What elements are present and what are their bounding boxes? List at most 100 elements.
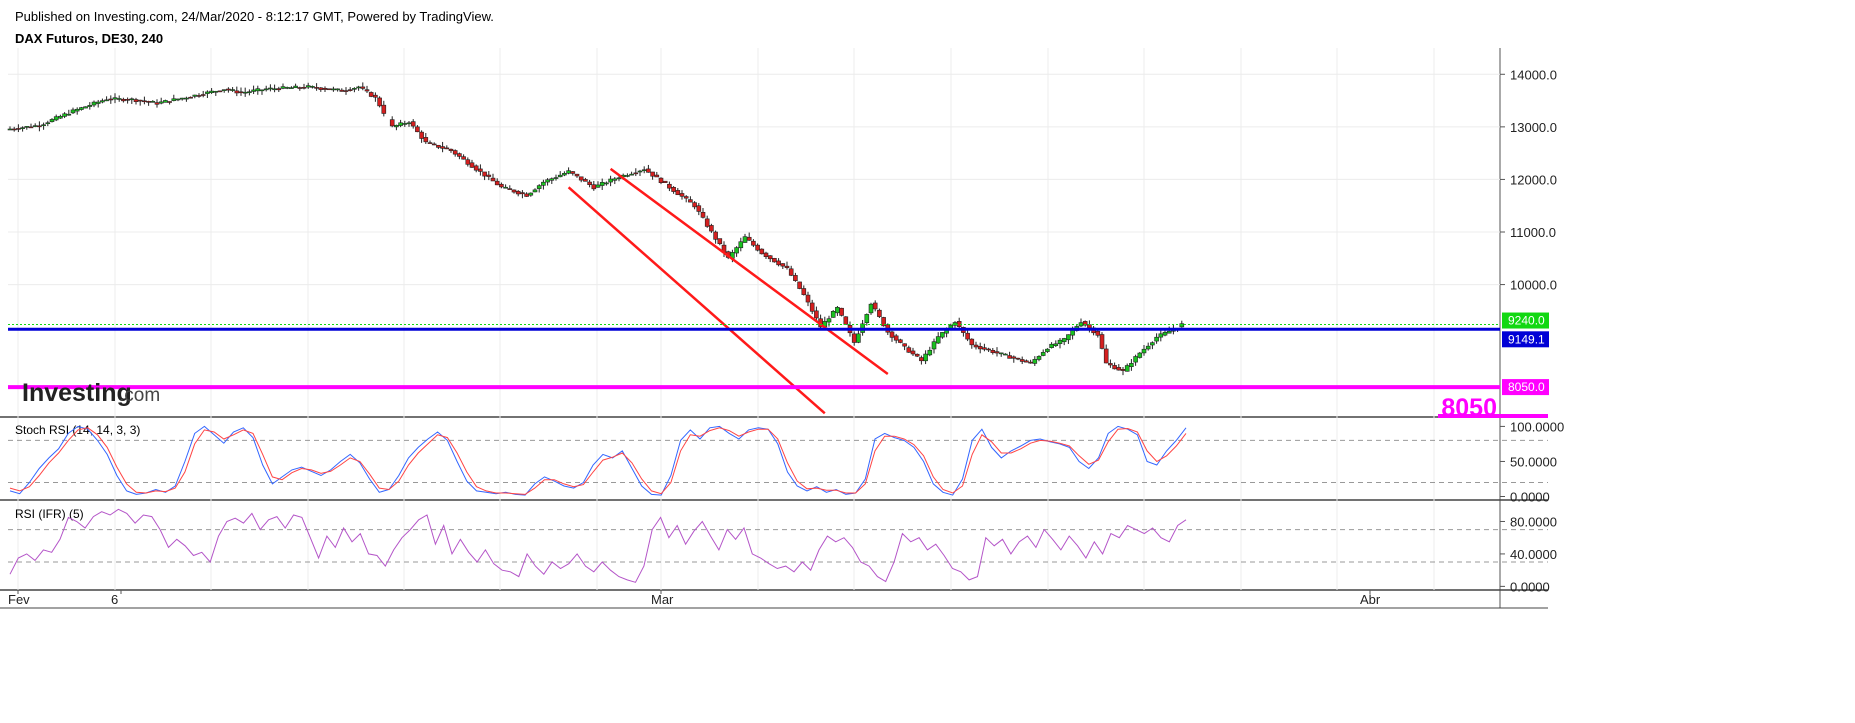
candle xyxy=(767,255,773,263)
candle-body xyxy=(994,351,1000,354)
candle xyxy=(20,126,25,132)
candle xyxy=(1057,337,1063,349)
price-tick-label: 10000.0 xyxy=(1510,278,1557,293)
candle xyxy=(343,87,349,95)
symbol-title: DAX Futuros, DE30, 240 xyxy=(15,31,164,46)
candle xyxy=(566,167,571,175)
candle xyxy=(356,85,361,91)
candle xyxy=(217,90,223,93)
trend-channel[interactable] xyxy=(567,167,889,415)
candle xyxy=(919,355,924,365)
candle xyxy=(809,299,815,315)
candle-body xyxy=(1162,331,1168,336)
rsi-panel[interactable]: RSI (IFR) (5) 80.0000 40.0000 0.0000 xyxy=(8,507,1557,594)
tick-label: 40.0000 xyxy=(1510,547,1557,562)
candle xyxy=(108,95,114,104)
candle xyxy=(137,99,143,106)
candle-body xyxy=(675,190,681,196)
candle xyxy=(788,265,794,277)
channel-lower-line[interactable] xyxy=(567,186,826,415)
candle-body xyxy=(662,180,668,183)
candle xyxy=(662,180,668,183)
candle-body xyxy=(209,90,214,93)
time-axis[interactable]: Fev 6 Mar Abr xyxy=(8,590,1381,607)
candle xyxy=(763,251,769,260)
candle xyxy=(1049,342,1054,349)
candle-body xyxy=(835,307,840,314)
candle xyxy=(259,89,265,95)
candle-body xyxy=(368,92,374,97)
candle-body xyxy=(230,89,235,91)
candle xyxy=(797,281,802,290)
candle xyxy=(247,89,252,96)
candle-body xyxy=(767,255,773,260)
candle-body xyxy=(902,343,907,347)
candle-body xyxy=(814,310,819,319)
horizontal-levels[interactable] xyxy=(8,324,1548,418)
candle xyxy=(872,300,878,312)
candle-body xyxy=(70,109,76,114)
candle-body xyxy=(536,185,542,189)
candle-body xyxy=(977,346,983,350)
candle xyxy=(179,97,185,101)
candle xyxy=(318,87,324,92)
candle xyxy=(297,86,303,91)
candle-body xyxy=(188,96,193,99)
price-axis[interactable]: 14000.0 13000.0 12000.0 11000.0 10000.0 xyxy=(1500,67,1557,293)
channel-upper-line[interactable] xyxy=(609,167,889,375)
candle-body xyxy=(830,311,836,318)
price-tag-label: 8050.0 xyxy=(1508,380,1545,394)
candle xyxy=(1108,359,1113,368)
candle xyxy=(994,347,1000,357)
candle xyxy=(200,90,206,98)
candle-body xyxy=(83,106,88,109)
published-line: Published on Investing.com, 24/Mar/2020 … xyxy=(15,9,494,24)
candle-body xyxy=(213,90,219,93)
candle-body xyxy=(108,98,114,101)
candle-body xyxy=(515,190,521,195)
candle xyxy=(1078,318,1084,328)
candle-body xyxy=(982,347,987,350)
candle-body xyxy=(91,101,97,106)
candle xyxy=(95,99,101,108)
price-panel[interactable] xyxy=(7,82,1548,418)
candle xyxy=(503,184,508,189)
candle xyxy=(633,168,639,177)
candle xyxy=(587,179,592,188)
candle xyxy=(347,87,353,92)
candle xyxy=(856,330,861,344)
candle xyxy=(448,148,454,153)
candle xyxy=(70,107,76,114)
candle xyxy=(906,345,912,353)
candle-body xyxy=(763,252,769,258)
stoch-rsi-panel[interactable]: Stoch RSI (14, 14, 3, 3) 100.000050.0000… xyxy=(8,419,1564,504)
candle-body xyxy=(1087,324,1092,329)
candle xyxy=(394,124,399,131)
candle xyxy=(851,331,857,346)
candle-body xyxy=(503,186,508,189)
candle-body xyxy=(604,182,609,185)
candle-body xyxy=(410,121,416,127)
candle-body xyxy=(587,181,592,185)
candle-body xyxy=(469,162,475,168)
candle-body xyxy=(242,91,248,94)
candle xyxy=(889,330,895,342)
candle-body xyxy=(520,192,525,195)
candle-body xyxy=(965,332,970,340)
candle-body xyxy=(524,193,529,197)
candle xyxy=(150,100,156,103)
candle xyxy=(192,94,198,99)
candle-body xyxy=(121,98,126,102)
candle-body xyxy=(167,101,172,103)
candle-body xyxy=(490,177,496,182)
candle-body xyxy=(16,128,21,130)
candle-body xyxy=(906,347,912,353)
candle-body xyxy=(646,168,651,173)
candle-body xyxy=(1112,365,1117,370)
candle-body xyxy=(805,294,811,303)
candle-body xyxy=(734,247,739,254)
candle-body xyxy=(1028,361,1033,364)
candle xyxy=(461,154,466,160)
candle xyxy=(520,190,525,199)
